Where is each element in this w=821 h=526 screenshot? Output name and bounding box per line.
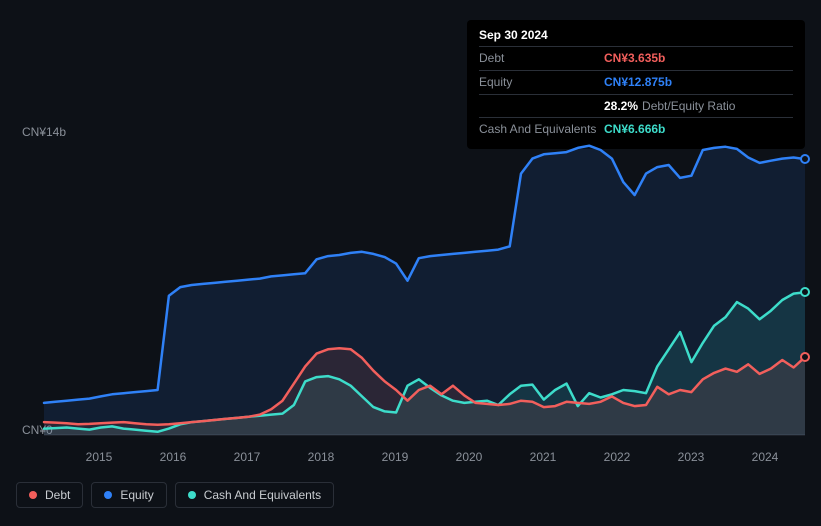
x-tick: 2015 — [86, 450, 113, 464]
legend-item-debt[interactable]: Debt — [16, 482, 83, 508]
legend-dot — [104, 491, 112, 499]
tooltip-row-sub: Debt/Equity Ratio — [642, 99, 735, 113]
series-end-marker — [800, 352, 810, 362]
x-tick: 2016 — [160, 450, 187, 464]
tooltip-row-value: CN¥12.875b — [604, 74, 672, 91]
legend-label: Debt — [45, 488, 70, 502]
tooltip-row-label: Debt — [479, 50, 604, 67]
legend-item-cash-and-equivalents[interactable]: Cash And Equivalents — [175, 482, 334, 508]
x-tick: 2017 — [234, 450, 261, 464]
series-end-marker — [800, 287, 810, 297]
x-tick: 2020 — [456, 450, 483, 464]
x-tick: 2018 — [308, 450, 335, 464]
tooltip-row: 28.2%Debt/Equity Ratio — [479, 94, 793, 118]
legend-item-equity[interactable]: Equity — [91, 482, 166, 508]
series-end-marker — [800, 154, 810, 164]
chart-area[interactable] — [16, 125, 805, 445]
chart-legend: Debt Equity Cash And Equivalents — [16, 482, 334, 508]
tooltip-row-value: CN¥3.635b — [604, 50, 665, 67]
tooltip-row: EquityCN¥12.875b — [479, 70, 793, 94]
x-axis: 2015 2016 2017 2018 2019 2020 2021 2022 2023 2024 — [16, 450, 805, 470]
legend-dot — [29, 491, 37, 499]
tooltip-row-label: Equity — [479, 74, 604, 91]
legend-label: Cash And Equivalents — [204, 488, 321, 502]
x-tick: 2019 — [382, 450, 409, 464]
tooltip-date: Sep 30 2024 — [479, 28, 793, 46]
x-tick: 2022 — [604, 450, 631, 464]
x-tick: 2024 — [752, 450, 779, 464]
tooltip-row-value: 28.2%Debt/Equity Ratio — [604, 98, 735, 115]
legend-dot — [188, 491, 196, 499]
x-tick: 2021 — [530, 450, 557, 464]
legend-label: Equity — [120, 488, 153, 502]
tooltip-row-label — [479, 98, 604, 115]
line-chart-svg — [16, 125, 805, 445]
x-tick: 2023 — [678, 450, 705, 464]
tooltip-row: DebtCN¥3.635b — [479, 46, 793, 70]
